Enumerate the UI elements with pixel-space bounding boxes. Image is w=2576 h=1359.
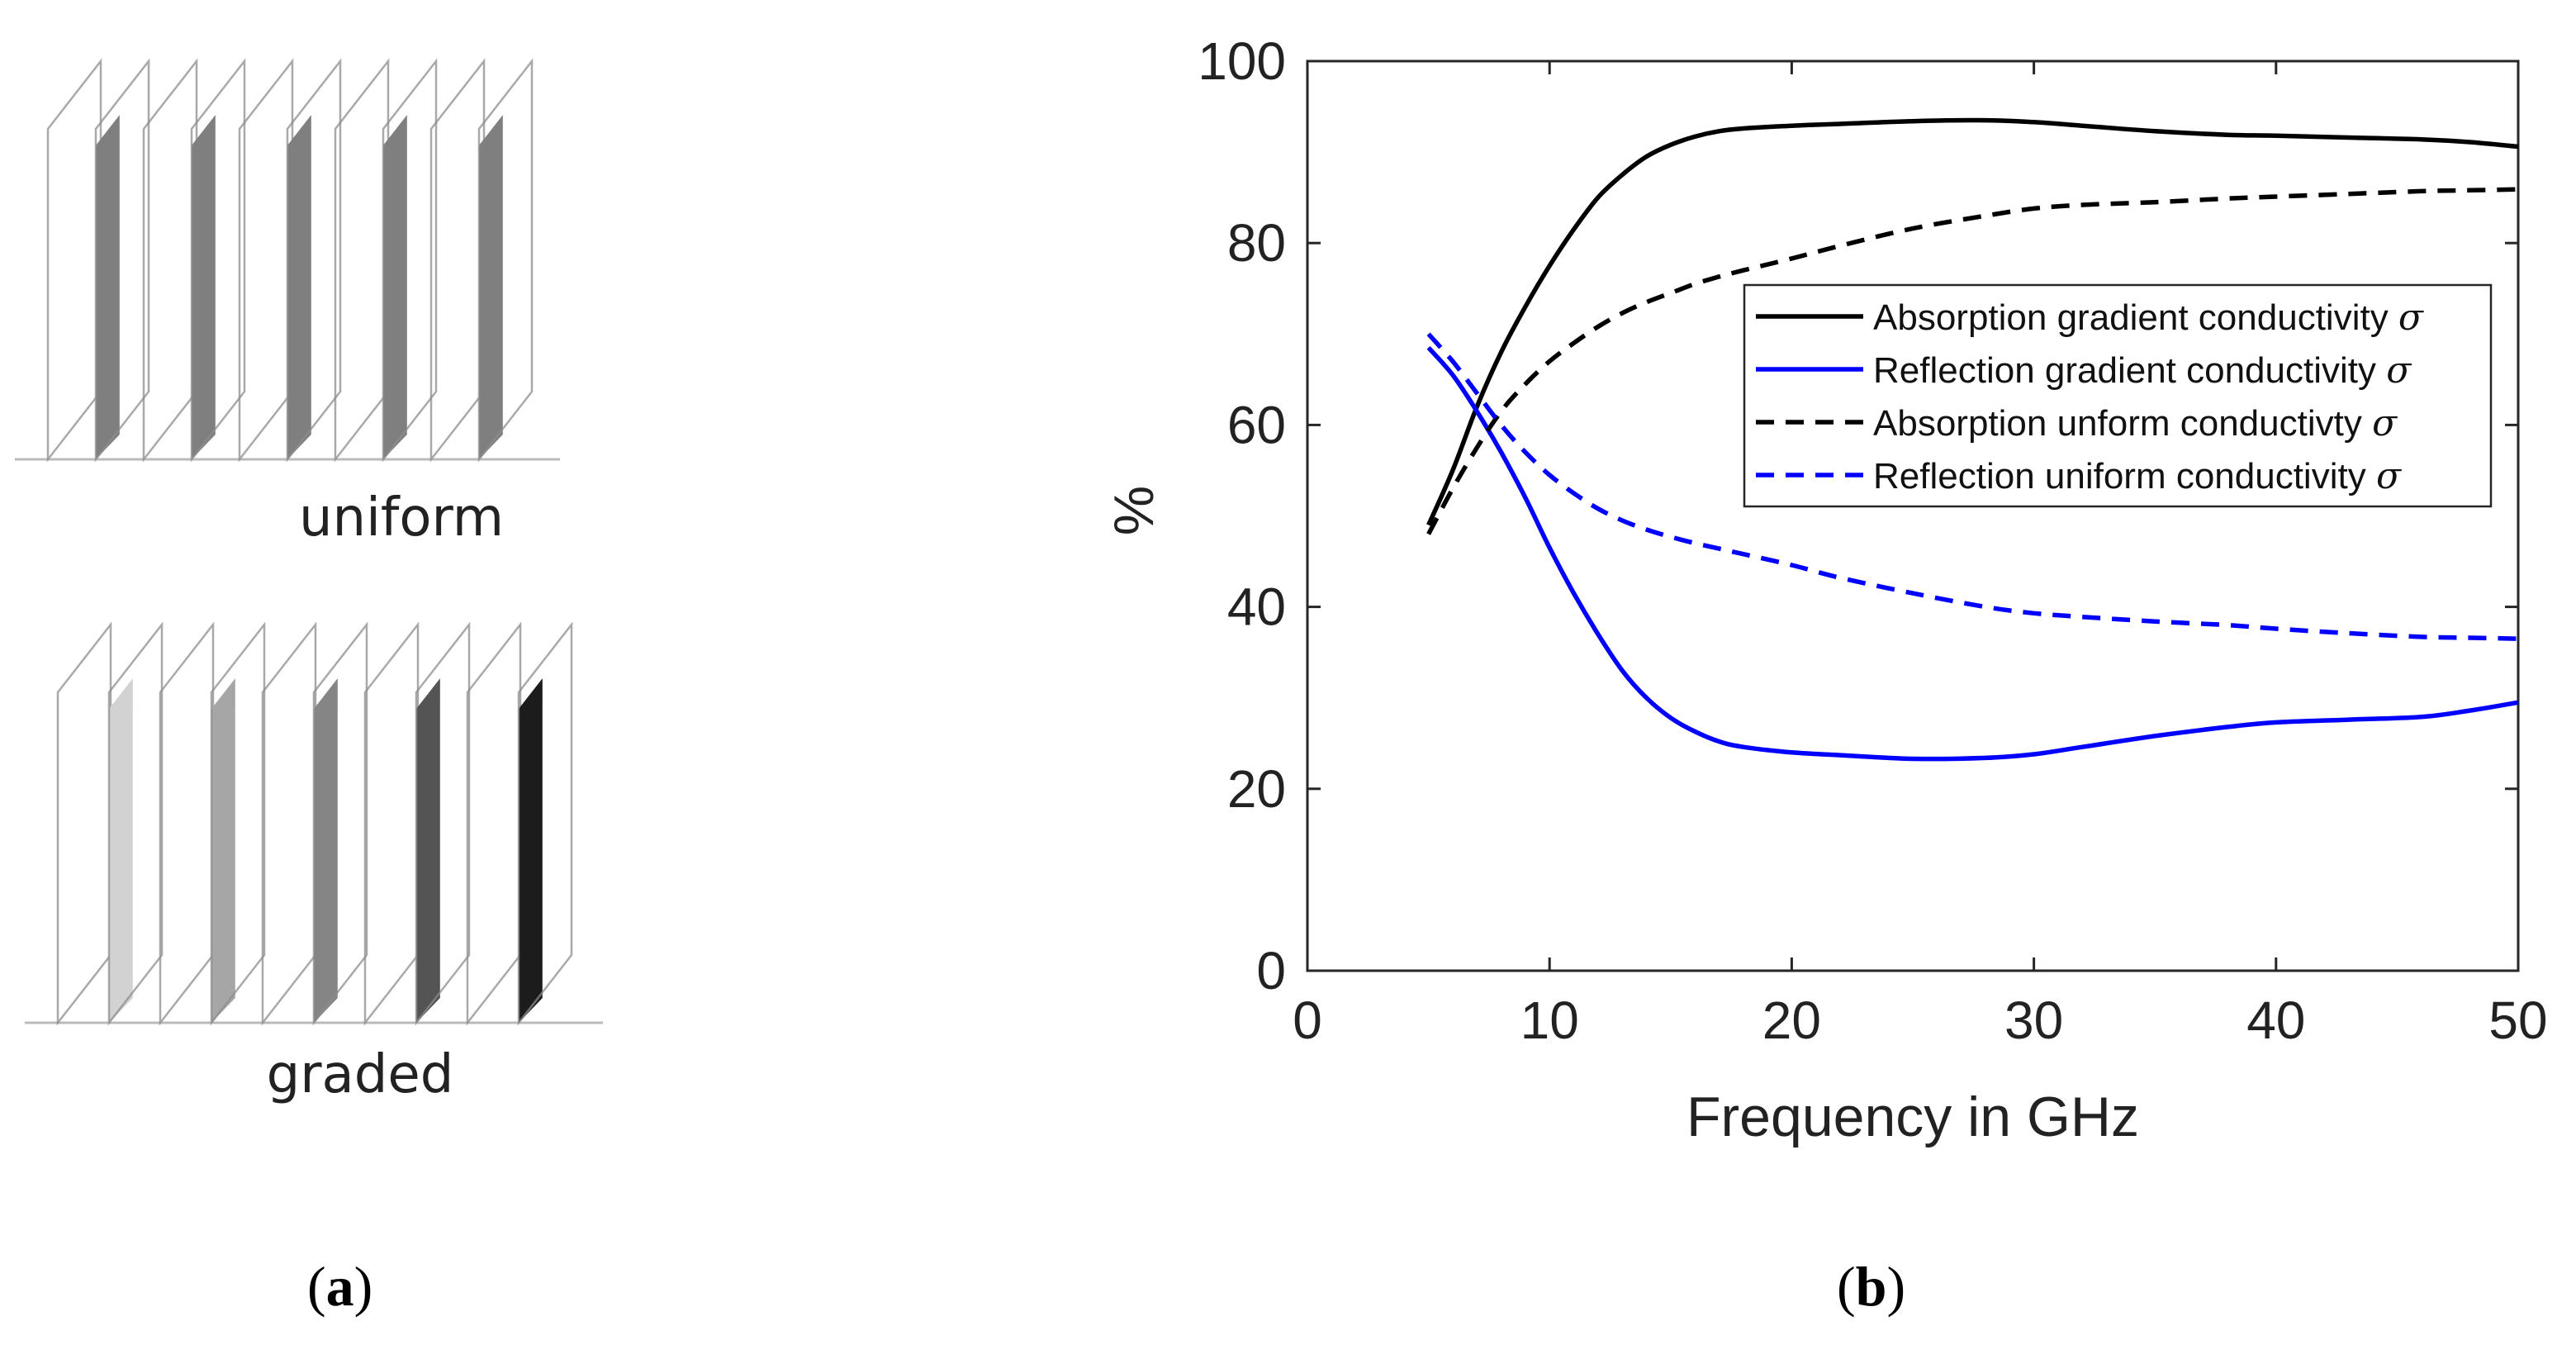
- uniform-sheet-frame: [429, 58, 486, 463]
- caption-a-close: ): [353, 1255, 373, 1318]
- graded-filled-sheet: [314, 678, 338, 1023]
- x-axis-label: Frequency in GHz: [1686, 1086, 2139, 1148]
- y-axis-label: %: [1103, 486, 1165, 535]
- x-tick-label: 50: [2488, 991, 2547, 1050]
- caption-b-letter: b: [1855, 1255, 1887, 1318]
- uniform-sheet-frame: [142, 58, 198, 463]
- panel-b-chart: 0 10 20 30 40 50 0 20 40 60 80 100 Frequency in GHz…: [1103, 31, 2548, 1148]
- graded-sheet-frame: [363, 621, 420, 1026]
- legend-entry-2: Reflection gradient conductivity σ: [1873, 349, 2412, 392]
- uniform-filled-sheet: [479, 115, 503, 459]
- series-line-3: [1426, 187, 2519, 535]
- uniform-label: uniform: [299, 487, 504, 549]
- graded-sheet-frame: [107, 621, 164, 1026]
- graded-filled-sheet: [109, 678, 133, 1023]
- graded-sheet-frame: [159, 621, 215, 1026]
- legend-entry-text: Reflection uniform conductivity: [1873, 456, 2376, 497]
- graded-sheet-frame: [466, 621, 522, 1026]
- uniform-sheet-frame: [190, 58, 246, 463]
- caption-b-close: ): [1886, 1255, 1906, 1318]
- uniform-sheet-frame: [477, 58, 534, 463]
- legend-entry-symbol: σ: [2372, 402, 2398, 444]
- x-tick-label: 10: [1520, 991, 1579, 1050]
- caption-b: (b): [1837, 1254, 1905, 1319]
- graded-sheet-frame: [210, 621, 266, 1026]
- uniform-sheet-frame: [46, 58, 102, 463]
- graded-filled-sheet: [416, 678, 440, 1023]
- y-tick-label: 40: [1227, 577, 1286, 637]
- caption-a-open: (: [307, 1255, 326, 1318]
- legend-entry-text: Absorption gradient conductivity: [1873, 297, 2398, 338]
- y-tick-label: 80: [1227, 213, 1286, 273]
- uniform-filled-sheet: [287, 115, 311, 459]
- uniform-filled-sheet: [383, 115, 407, 459]
- x-tick-label: 0: [1293, 991, 1322, 1050]
- uniform-sheet-frame: [286, 58, 342, 463]
- uniform-filled-sheet: [96, 115, 120, 459]
- axes-box: [1306, 59, 2520, 972]
- legend-entry-text: Absorption unform conductivty: [1873, 403, 2372, 444]
- y-tick-label: 60: [1227, 395, 1286, 454]
- caption-a: (a): [307, 1254, 372, 1319]
- panel-a-illustration: uniform graded: [15, 58, 603, 1105]
- y-tick-label: 100: [1198, 31, 1286, 91]
- graded-filled-sheet: [519, 678, 543, 1023]
- legend-entry-text: Reflection gradient conductivity: [1873, 350, 2386, 391]
- legend: Absorption gradient conductivity σReflec…: [1743, 283, 2493, 508]
- graded-sheet-frame: [312, 621, 368, 1026]
- graded-filled-sheet: [211, 678, 235, 1023]
- legend-box: [1743, 283, 2493, 508]
- uniform-stack: [15, 58, 560, 463]
- legend-entry-1: Absorption gradient conductivity σ: [1873, 297, 2425, 339]
- graded-label: graded: [267, 1044, 454, 1105]
- y-tick-label: 20: [1227, 759, 1286, 819]
- x-tick-label: 30: [2004, 991, 2063, 1050]
- series-line-4: [1426, 332, 2519, 641]
- legend-entry-symbol: σ: [2398, 297, 2425, 339]
- caption-a-letter: a: [325, 1255, 354, 1318]
- graded-sheet-frame: [261, 621, 317, 1026]
- x-tick-label: 40: [2246, 991, 2305, 1050]
- graded-sheet-frame: [517, 621, 573, 1026]
- graded-sheet-frame: [56, 621, 112, 1026]
- uniform-sheet-frame: [238, 58, 294, 463]
- series-line-2: [1426, 345, 2519, 762]
- legend-entry-4: Reflection uniform conductivity σ: [1873, 455, 2403, 497]
- series-line-1: [1426, 117, 2519, 526]
- uniform-sheet-frame: [334, 58, 390, 463]
- legend-entry-3: Absorption unform conductivty σ: [1873, 402, 2398, 444]
- graded-stack: [25, 621, 603, 1026]
- uniform-sheet-frame: [94, 58, 150, 463]
- uniform-sheet-frame: [382, 58, 438, 463]
- uniform-filled-sheet: [192, 115, 216, 459]
- ticks-layer: 0 10 20 30 40 50 0 20 40 60 80 100: [1198, 31, 2547, 1050]
- series-layer: [1426, 117, 2519, 762]
- x-tick-label: 20: [1762, 991, 1821, 1050]
- legend-entry-symbol: σ: [2376, 455, 2403, 497]
- legend-entry-symbol: σ: [2386, 349, 2412, 392]
- caption-b-open: (: [1837, 1255, 1856, 1318]
- y-tick-label: 0: [1256, 941, 1286, 1000]
- graded-sheet-frame: [415, 621, 471, 1026]
- plot-area: [1306, 59, 2520, 972]
